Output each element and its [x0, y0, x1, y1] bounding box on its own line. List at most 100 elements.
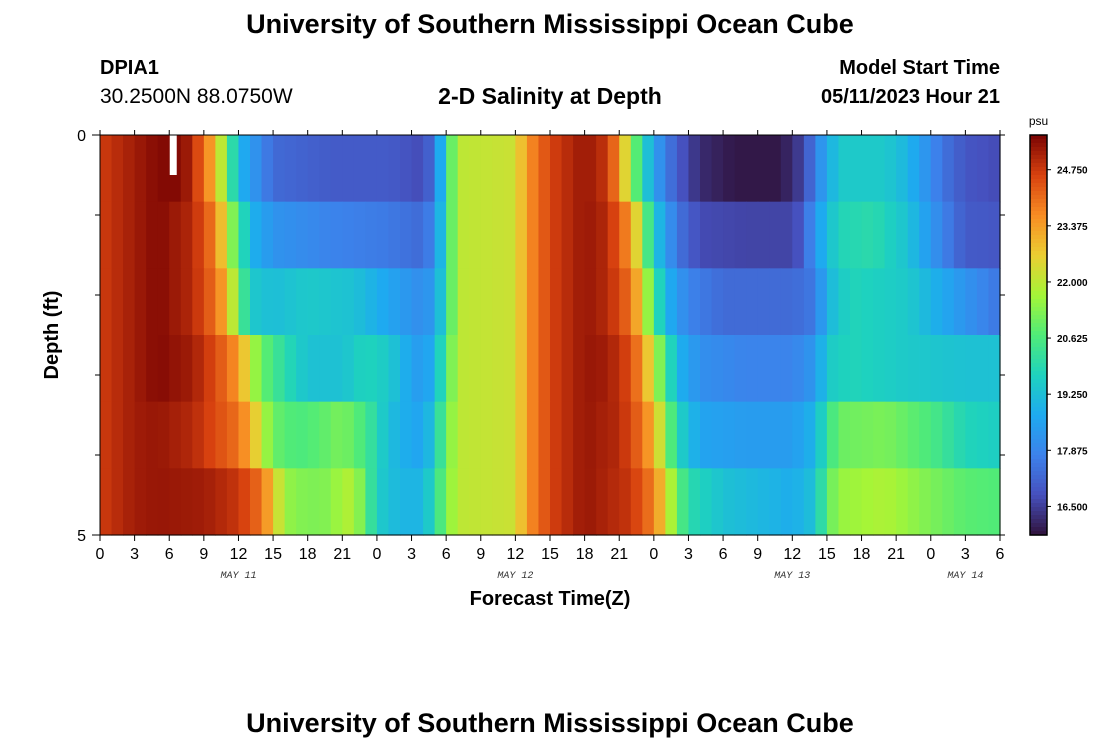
colorbar-segment: [1030, 179, 1047, 184]
heatmap-cell: [573, 135, 586, 203]
colorbar-segment: [1030, 267, 1047, 272]
heatmap-cell: [330, 335, 343, 403]
heatmap-cell: [861, 135, 874, 203]
heatmap-cell: [446, 468, 459, 536]
heatmap-cell: [850, 201, 863, 269]
heatmap-cell: [192, 201, 205, 269]
heatmap-cell: [215, 268, 228, 336]
colorbar-segment: [1030, 371, 1047, 376]
heatmap-cell: [896, 335, 909, 403]
heatmap-cell: [676, 201, 690, 269]
axes: 0 3 6 9 12 15 18 21 0 3 6 9 12 15 18 21 0 3 6 9 12 15 18 21 0 3 6 M…: [77, 128, 1005, 582]
heatmap-cell: [261, 268, 274, 336]
heatmap-cell: [757, 335, 770, 403]
heatmap-cell: [734, 201, 747, 269]
heatmap-cell: [238, 268, 251, 336]
heatmap-cell: [226, 468, 240, 536]
heatmap-cell: [826, 401, 840, 469]
heatmap-cell: [988, 268, 1001, 336]
heatmap-cell: [296, 201, 309, 269]
heatmap-cell: [261, 201, 274, 269]
heatmap-cell: [192, 401, 205, 469]
heatmap-cell: [146, 401, 159, 469]
heatmap-cell: [111, 268, 124, 336]
colorbar-segment: [1030, 383, 1047, 388]
heatmap-cell: [792, 335, 805, 403]
heatmap-cell: [676, 335, 690, 403]
heatmap-cell: [665, 268, 678, 336]
heatmap-cell: [100, 401, 113, 469]
heatmap-cell: [400, 335, 413, 403]
heatmap-cell: [111, 335, 124, 403]
heatmap-cell: [446, 135, 459, 203]
heatmap-cell: [469, 468, 482, 536]
heatmap-cell: [515, 335, 528, 403]
y-axis-label: Depth (ft): [41, 291, 63, 380]
heatmap-cell: [884, 268, 897, 336]
heatmap-cell: [538, 468, 551, 536]
heatmap-cell: [457, 268, 470, 336]
heatmap-cell: [250, 268, 263, 336]
heatmap-cell: [861, 468, 874, 536]
heatmap-cell: [365, 468, 378, 536]
colorbar-segment: [1030, 295, 1047, 300]
heatmap-cell: [100, 268, 113, 336]
heatmap-cell: [503, 468, 516, 536]
colorbar-segment: [1030, 239, 1047, 244]
heatmap-cell: [457, 135, 470, 203]
x-tick-label: 18: [576, 546, 594, 563]
heatmap-cell: [630, 268, 643, 336]
x-tick-label: 0: [926, 546, 935, 563]
heatmap-cell: [873, 468, 886, 536]
heatmap-cell: [826, 335, 840, 403]
heatmap-cell: [180, 201, 193, 269]
heatmap-cell: [734, 401, 747, 469]
colorbar-segment: [1030, 351, 1047, 356]
heatmap-cell: [988, 401, 1001, 469]
heatmap-cell: [688, 268, 701, 336]
heatmap-cell: [273, 468, 286, 536]
colorbar-segment: [1030, 431, 1047, 436]
heatmap-cell: [803, 135, 816, 203]
heatmap-cell: [792, 201, 805, 269]
colorbar-segment: [1030, 319, 1047, 324]
colorbar-segment: [1030, 191, 1047, 196]
heatmap-cell: [492, 335, 505, 403]
heatmap-cell: [146, 268, 159, 336]
heatmap-cell: [365, 201, 378, 269]
heatmap-cell: [953, 201, 966, 269]
heatmap-cell: [376, 468, 390, 536]
heatmap-cell: [896, 268, 909, 336]
heatmap-cell: [584, 201, 597, 269]
heatmap-cell: [469, 268, 482, 336]
heatmap-cell: [838, 201, 851, 269]
heatmap-cell: [815, 468, 828, 536]
heatmap-cell: [134, 468, 147, 536]
heatmap-cell: [988, 468, 1001, 536]
heatmap-cell: [180, 135, 193, 203]
heatmap-cell: [388, 468, 401, 536]
heatmap-cell: [711, 468, 724, 536]
heatmap-cell: [203, 401, 216, 469]
heatmap-cell: [988, 335, 1001, 403]
heatmap-cell: [573, 268, 586, 336]
heatmap-cell: [376, 335, 390, 403]
heatmap-cell: [480, 201, 493, 269]
colorbar-segment: [1030, 435, 1047, 440]
heatmap-cell: [780, 268, 793, 336]
heatmap-cell: [388, 335, 401, 403]
heatmap-cell: [561, 268, 574, 336]
heatmap-cell: [596, 468, 609, 536]
colorbar-segment: [1030, 211, 1047, 216]
heatmap-cell: [365, 135, 378, 203]
heatmap-cell: [307, 268, 320, 336]
heatmap-cell: [330, 135, 343, 203]
colorbar-tick-label: 16.500: [1057, 502, 1088, 513]
heatmap-cell: [261, 468, 274, 536]
heatmap-cell: [734, 135, 747, 203]
colorbar-frame: [1029, 134, 1048, 536]
heatmap-cells: [100, 135, 1001, 536]
heatmap-cell: [319, 335, 332, 403]
heatmap-cell: [400, 468, 413, 536]
colorbar-segment: [1030, 363, 1047, 368]
